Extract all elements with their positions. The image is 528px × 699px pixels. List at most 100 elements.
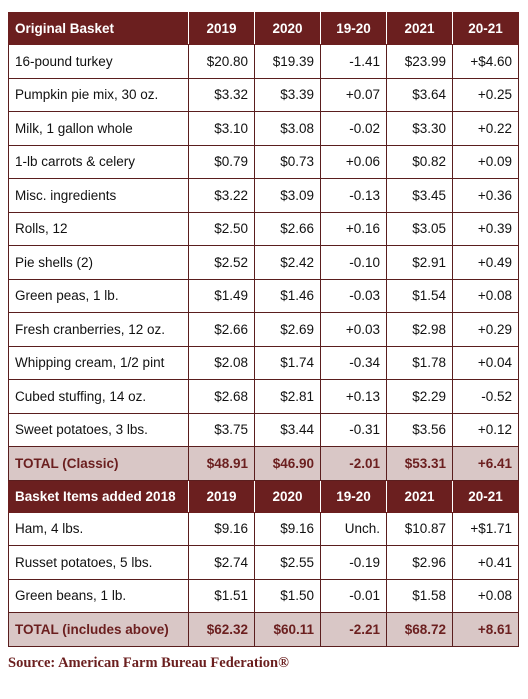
- price-cell: -0.34: [320, 345, 387, 380]
- table-row: 16-pound turkey $20.80 $19.39 -1.41 $23.99 +$…: [8, 44, 519, 79]
- column-header: 2019: [188, 12, 255, 45]
- item-name: Pumpkin pie mix, 30 oz.: [8, 77, 189, 112]
- price-cell: -0.52: [452, 379, 519, 414]
- price-cell: $2.08: [188, 345, 255, 380]
- price-cell: $46.90: [254, 446, 321, 481]
- item-name: 16-pound turkey: [8, 44, 189, 79]
- table-row: 1-lb carrots & celery $0.79 $0.73 +0.06 $0.8…: [8, 144, 519, 179]
- price-cell: +$4.60: [452, 44, 519, 79]
- price-cell: -0.19: [320, 545, 387, 580]
- price-cell: -0.13: [320, 178, 387, 213]
- price-cell: $3.44: [254, 412, 321, 447]
- section-title: Original Basket: [8, 12, 189, 45]
- price-cell: $3.10: [188, 111, 255, 146]
- table-header-row: Original Basket 2019 2020 19-20 2021 20-21: [8, 12, 519, 45]
- price-cell: -0.01: [320, 578, 387, 613]
- price-cell: $3.32: [188, 77, 255, 112]
- table-row: Russet potatoes, 5 lbs. $2.74 $2.55 -0.19 $2…: [8, 545, 519, 580]
- price-cell: $2.52: [188, 245, 255, 280]
- price-cell: $1.46: [254, 278, 321, 313]
- price-cell: +0.09: [452, 144, 519, 179]
- column-header: 2021: [386, 479, 453, 513]
- price-cell: +0.39: [452, 211, 519, 246]
- item-name: 1-lb carrots & celery: [8, 144, 189, 179]
- table-row: Pumpkin pie mix, 30 oz. $3.32 $3.39 +0.07 $3…: [8, 77, 519, 112]
- price-cell: +0.41: [452, 545, 519, 580]
- item-name: Sweet potatoes, 3 lbs.: [8, 412, 189, 447]
- item-name: Green beans, 1 lb.: [8, 578, 189, 613]
- price-cell: $2.50: [188, 211, 255, 246]
- table-row: Sweet potatoes, 3 lbs. $3.75 $3.44 -0.31 $3.…: [8, 412, 519, 447]
- price-cell: $68.72: [386, 612, 453, 647]
- price-cell: $3.09: [254, 178, 321, 213]
- price-cell: $19.39: [254, 44, 321, 79]
- price-cell: +0.12: [452, 412, 519, 447]
- price-cell: +0.22: [452, 111, 519, 146]
- table-total-row: TOTAL (includes above) $62.32 $60.11 -2.21 $…: [8, 612, 519, 647]
- price-cell: +0.08: [452, 578, 519, 613]
- item-name: Ham, 4 lbs.: [8, 511, 189, 546]
- price-cell: $3.45: [386, 178, 453, 213]
- price-cell: +0.06: [320, 144, 387, 179]
- price-cell: $2.98: [386, 312, 453, 347]
- item-name: Green peas, 1 lb.: [8, 278, 189, 313]
- column-header: 2019: [188, 479, 255, 513]
- price-cell: Unch.: [320, 511, 387, 546]
- column-header: 2020: [254, 12, 321, 45]
- price-cell: +0.03: [320, 312, 387, 347]
- price-cell: +6.41: [452, 446, 519, 481]
- price-cell: $3.30: [386, 111, 453, 146]
- item-name: Rolls, 12: [8, 211, 189, 246]
- price-cell: +0.25: [452, 77, 519, 112]
- item-name: Misc. ingredients: [8, 178, 189, 213]
- table-row: Rolls, 12 $2.50 $2.66 +0.16 $3.05 +0.39: [8, 211, 519, 246]
- price-cell: $2.55: [254, 545, 321, 580]
- price-cell: $2.81: [254, 379, 321, 414]
- price-cell: $0.79: [188, 144, 255, 179]
- price-cell: +$1.71: [452, 511, 519, 546]
- source-note: Source: American Farm Bureau Federation®: [8, 655, 289, 671]
- table-row: Green beans, 1 lb. $1.51 $1.50 -0.01 $1.58 +0…: [8, 578, 519, 613]
- price-cell: $3.64: [386, 77, 453, 112]
- total-label: TOTAL (Classic): [8, 446, 189, 481]
- table-row: Pie shells (2) $2.52 $2.42 -0.10 $2.91 +0.49: [8, 245, 519, 280]
- price-cell: +8.61: [452, 612, 519, 647]
- price-cell: $2.66: [188, 312, 255, 347]
- column-header: 19-20: [320, 479, 387, 513]
- price-cell: $2.74: [188, 545, 255, 580]
- price-cell: $1.74: [254, 345, 321, 380]
- price-cell: $3.22: [188, 178, 255, 213]
- price-cell: -0.10: [320, 245, 387, 280]
- column-header: 2021: [386, 12, 453, 45]
- price-cell: +0.49: [452, 245, 519, 280]
- price-cell: $3.08: [254, 111, 321, 146]
- price-cell: $0.82: [386, 144, 453, 179]
- price-cell: -0.31: [320, 412, 387, 447]
- price-cell: +0.13: [320, 379, 387, 414]
- item-name: Pie shells (2): [8, 245, 189, 280]
- price-cell: $9.16: [254, 511, 321, 546]
- price-cell: $3.05: [386, 211, 453, 246]
- price-cell: -2.21: [320, 612, 387, 647]
- price-cell: -0.02: [320, 111, 387, 146]
- table-row: Whipping cream, 1/2 pint $2.08 $1.74 -0.34 $…: [8, 345, 519, 380]
- price-cell: $1.51: [188, 578, 255, 613]
- column-header: 2020: [254, 479, 321, 513]
- price-cell: $20.80: [188, 44, 255, 79]
- price-cell: $60.11: [254, 612, 321, 647]
- price-cell: $1.58: [386, 578, 453, 613]
- price-cell: +0.36: [452, 178, 519, 213]
- price-cell: $2.66: [254, 211, 321, 246]
- column-header: 19-20: [320, 12, 387, 45]
- price-cell: +0.04: [452, 345, 519, 380]
- table-row: Cubed stuffing, 14 oz. $2.68 $2.81 +0.13 $2.…: [8, 379, 519, 414]
- price-cell: $0.73: [254, 144, 321, 179]
- price-cell: $10.87: [386, 511, 453, 546]
- price-cell: -1.41: [320, 44, 387, 79]
- price-cell: $53.31: [386, 446, 453, 481]
- item-name: Fresh cranberries, 12 oz.: [8, 312, 189, 347]
- price-cell: +0.29: [452, 312, 519, 347]
- price-cell: $2.68: [188, 379, 255, 414]
- price-cell: $1.78: [386, 345, 453, 380]
- price-cell: $2.42: [254, 245, 321, 280]
